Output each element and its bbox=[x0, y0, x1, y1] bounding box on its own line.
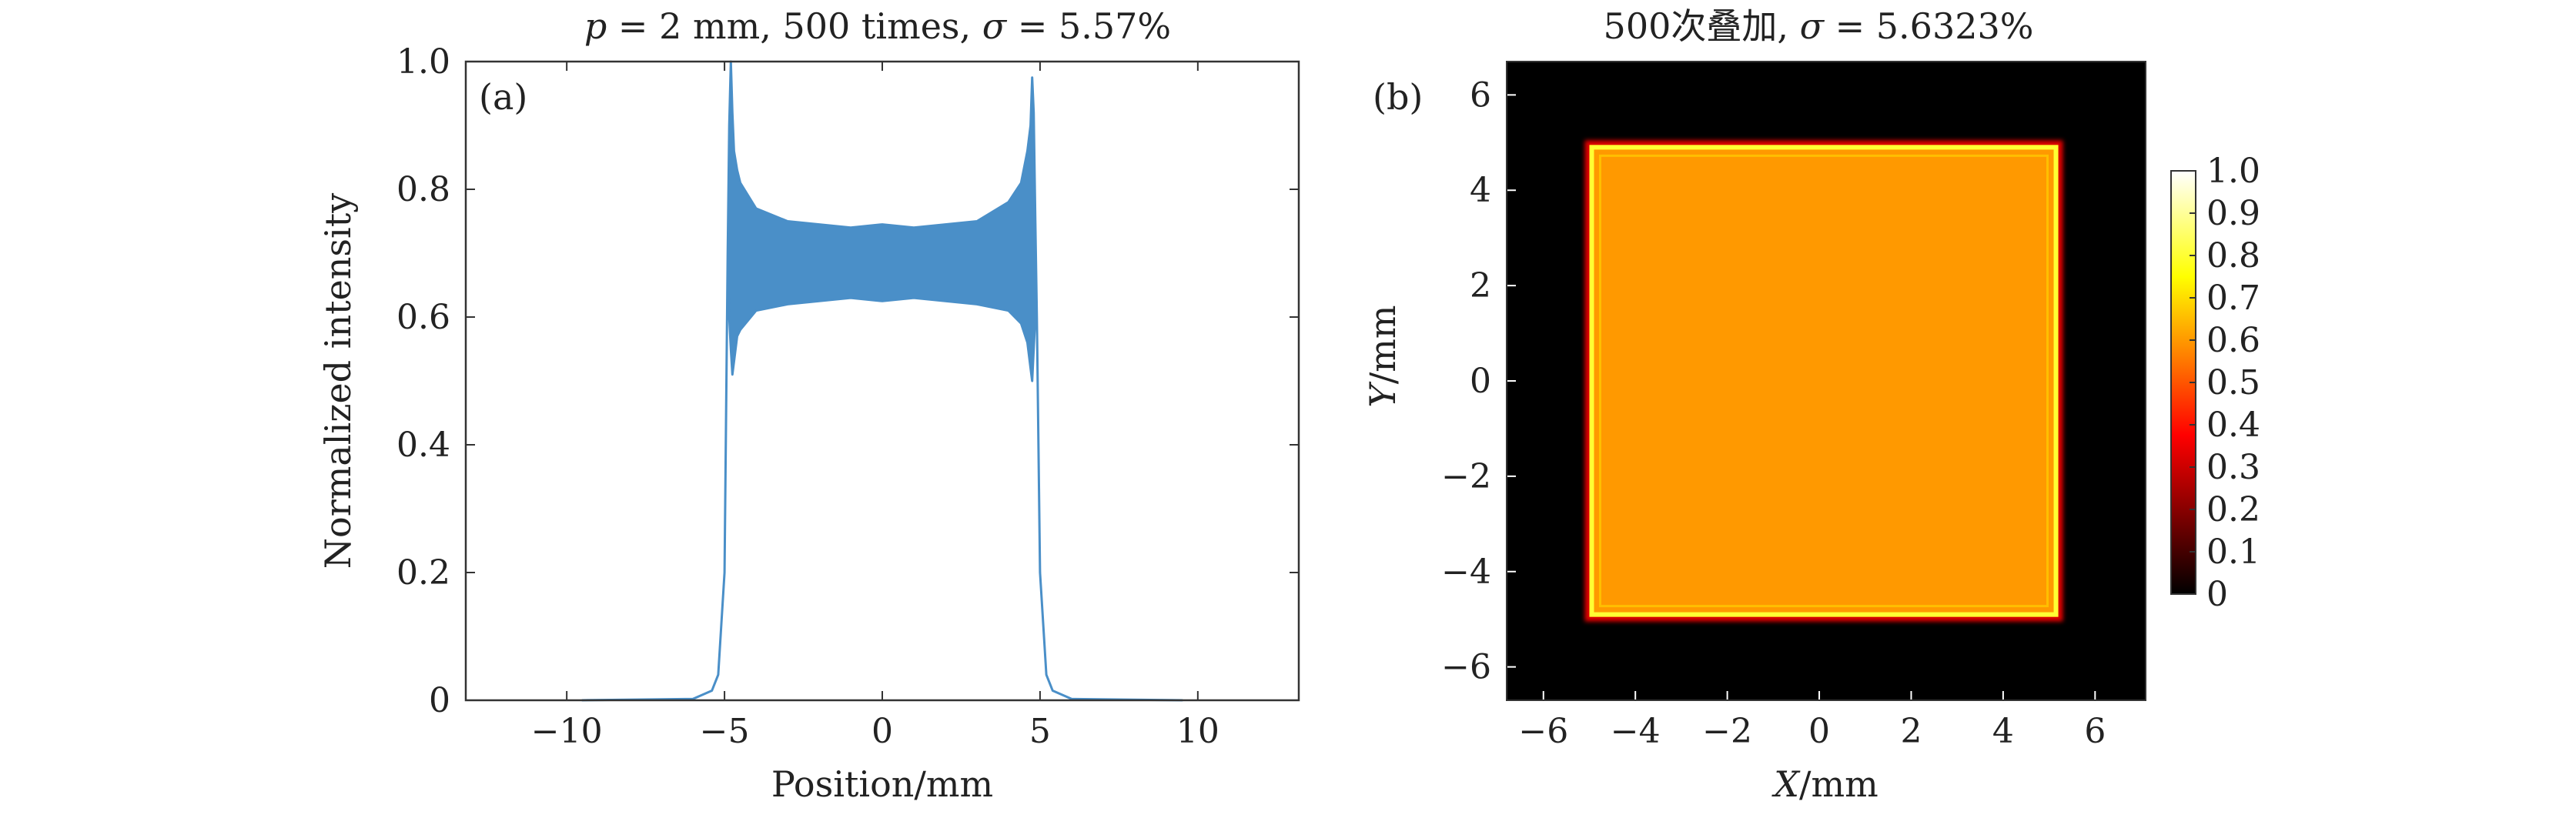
colorbar-tick-label: 0.6 bbox=[2206, 321, 2260, 360]
y-tick-label: 0 bbox=[429, 681, 450, 720]
x-tick-label: 4 bbox=[1992, 712, 2014, 751]
y-tick-label: −4 bbox=[1441, 553, 1491, 592]
panel-a-plot-area bbox=[466, 62, 1299, 700]
heatmap-square-inner-ring bbox=[1598, 154, 2049, 608]
panel-b: 500次叠加, σ = 5.6323% −6 −4 −2 0 2 4 6 −6 −4 −2 0 2 4… bbox=[1362, 5, 2260, 805]
y-tick-label: 0.6 bbox=[396, 298, 450, 337]
colorbar-tick-label: 0.4 bbox=[2206, 406, 2260, 445]
panel-b-label: (b) bbox=[1373, 76, 1423, 118]
y-tick-label: 0.2 bbox=[396, 553, 450, 593]
y-tick-label: 4 bbox=[1470, 171, 1491, 210]
x-tick-label: 10 bbox=[1176, 712, 1219, 751]
x-tick-label: −5 bbox=[700, 712, 750, 751]
panel-a-x-ticks: −10 −5 0 5 10 bbox=[531, 62, 1219, 751]
colorbar: 00.1 0.20.30.4 0.50.60.7 0.80.91.0 bbox=[2170, 152, 2260, 614]
panel-a-y-ticks: 0 0.2 0.4 0.6 0.8 1.0 bbox=[396, 42, 1299, 720]
y-tick-label: 0.4 bbox=[396, 426, 450, 465]
y-tick-label: −2 bbox=[1441, 457, 1491, 496]
colorbar-tick-label: 0.5 bbox=[2206, 363, 2260, 402]
colorbar-ticks: 00.1 0.20.30.4 0.50.60.7 0.80.91.0 bbox=[2190, 152, 2260, 614]
panel-a-title: p = 2 mm, 500 times, σ = 5.57% bbox=[584, 5, 1171, 47]
x-tick-label: 0 bbox=[1808, 712, 1830, 751]
panel-a-x-axis-label: Position/mm bbox=[771, 763, 993, 805]
colorbar-tick-label: 0.3 bbox=[2206, 448, 2260, 487]
heatmap-square-edge bbox=[1589, 145, 2059, 617]
x-tick-label: 5 bbox=[1029, 712, 1051, 751]
y-tick-label: −6 bbox=[1441, 648, 1491, 687]
colorbar-tick-label: 0.2 bbox=[2206, 490, 2260, 529]
x-tick-label: −6 bbox=[1518, 712, 1568, 751]
colorbar-tick-label: 0 bbox=[2206, 575, 2228, 614]
panel-b-title: 500次叠加, σ = 5.6323% bbox=[1604, 5, 2034, 47]
y-tick-label: 6 bbox=[1470, 75, 1491, 115]
x-tick-label: −2 bbox=[1702, 712, 1752, 751]
colorbar-tick-label: 1.0 bbox=[2206, 152, 2260, 191]
panel-b-frame bbox=[1506, 61, 2146, 701]
y-tick-label: 1.0 bbox=[396, 42, 450, 82]
y-tick-label: 0.8 bbox=[396, 170, 450, 209]
panel-a-y-axis-label: Normalized intensity bbox=[317, 193, 359, 569]
panel-b-y-ticks: −6 −4 −2 0 2 4 6 bbox=[1441, 75, 1516, 687]
colorbar-tick-label: 0.9 bbox=[2206, 194, 2260, 233]
panel-b-x-axis-label: X/mm bbox=[1771, 763, 1878, 805]
colorbar-tick-label: 0.1 bbox=[2206, 533, 2260, 572]
x-tick-label: 2 bbox=[1900, 712, 1922, 751]
panel-a-frame bbox=[464, 60, 1300, 702]
heatmap-square-fill bbox=[1589, 145, 2059, 617]
x-tick-label: −4 bbox=[1611, 712, 1661, 751]
colorbar-tick-label: 0.7 bbox=[2206, 279, 2260, 318]
colorbar-tick-label: 0.8 bbox=[2206, 236, 2260, 275]
x-tick-label: −10 bbox=[531, 712, 603, 751]
x-tick-label: 0 bbox=[871, 712, 893, 751]
panel-a-label: (a) bbox=[479, 76, 527, 118]
panel-b-x-ticks: −6 −4 −2 0 2 4 6 bbox=[1518, 691, 2106, 751]
x-tick-label: 6 bbox=[2084, 712, 2106, 751]
panel-b-y-axis-label: Y/mm bbox=[1362, 305, 1403, 407]
y-tick-label: 0 bbox=[1470, 362, 1491, 401]
y-tick-label: 2 bbox=[1470, 266, 1491, 305]
heatmap-square bbox=[1584, 140, 2063, 622]
panel-a: p = 2 mm, 500 times, σ = 5.57% −10 −5 0 5 10… bbox=[317, 5, 1300, 805]
